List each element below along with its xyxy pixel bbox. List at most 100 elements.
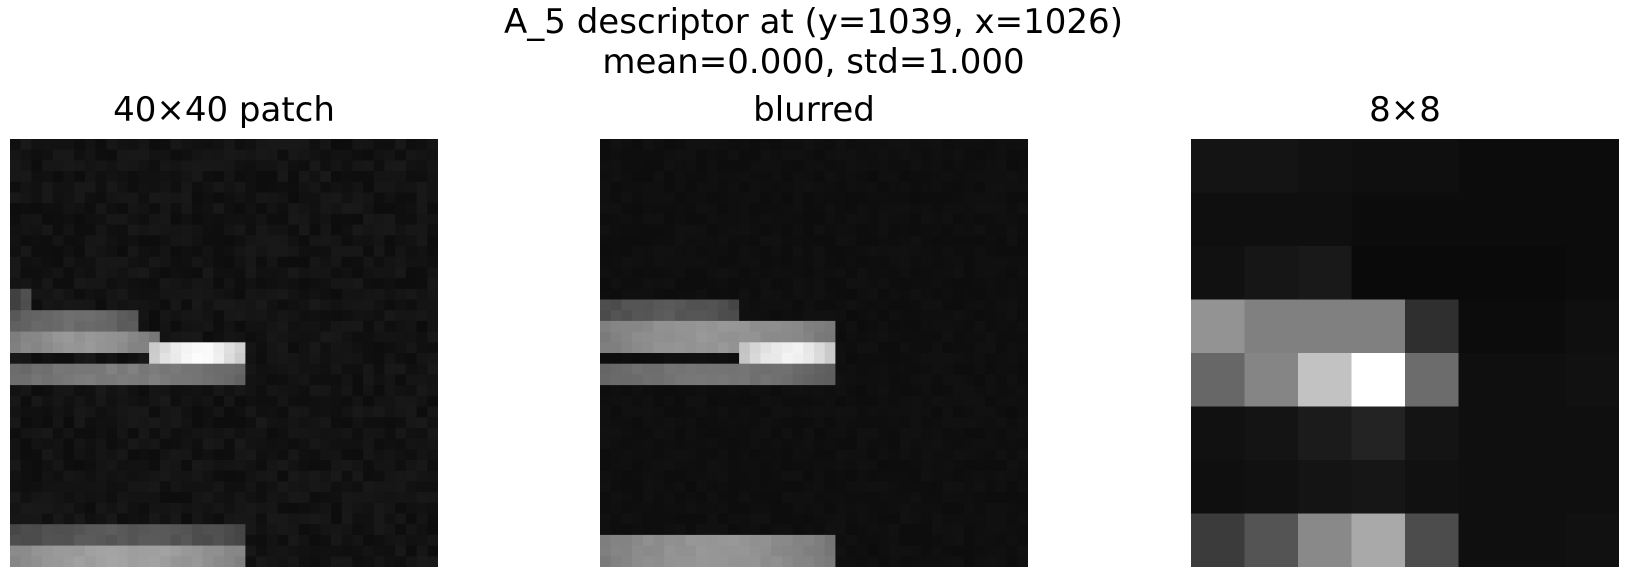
patch-cell-r21-c11	[127, 363, 139, 375]
patch-cell-r33-c36	[395, 492, 407, 504]
blurred-cell-r17-c13	[739, 320, 751, 332]
grid8-cell-r0-c2	[1298, 139, 1352, 193]
blurred-cell-r10-c14	[749, 246, 761, 258]
blurred-cell-r23-c9	[696, 385, 708, 397]
blurred-cell-r4-c24	[856, 181, 868, 193]
blurred-cell-r8-c12	[728, 224, 740, 236]
patch-cell-r0-c21	[234, 139, 246, 151]
patch-cell-r5-c23	[256, 192, 268, 204]
blurred-cell-r8-c33	[953, 224, 965, 236]
patch-cell-r24-c30	[331, 395, 343, 407]
patch-cell-r36-c29	[320, 524, 332, 536]
patch-cell-r25-c26	[288, 406, 300, 418]
grid8-cell-r2-c2	[1298, 246, 1352, 300]
blurred-cell-r19-c15	[760, 342, 772, 354]
patch-cell-r1-c17	[191, 149, 203, 161]
patch-cell-r34-c4	[52, 502, 64, 514]
blurred-cell-r28-c6	[664, 438, 676, 450]
blurred-cell-r18-c14	[749, 331, 761, 343]
patch-cell-r39-c29	[320, 556, 332, 567]
patch-cell-r9-c18	[202, 235, 214, 247]
patch-cell-r28-c31	[341, 438, 353, 450]
patch-cell-r3-c25	[277, 171, 289, 183]
patch-cell-r0-c19	[213, 139, 225, 151]
blurred-cell-r9-c11	[717, 235, 729, 247]
patch-cell-r10-c30	[331, 246, 343, 258]
patch-cell-r16-c18	[202, 310, 214, 322]
blurred-cell-r12-c34	[963, 267, 975, 279]
blurred-cell-r0-c2	[621, 139, 633, 151]
patch-cell-r33-c19	[213, 492, 225, 504]
blurred-cell-r2-c38	[1006, 160, 1018, 172]
patch-cell-r14-c4	[52, 288, 64, 300]
blurred-cell-r39-c29	[910, 556, 922, 567]
blurred-cell-r10-c16	[771, 246, 783, 258]
blurred-cell-r36-c10	[707, 524, 719, 536]
blurred-cell-r23-c37	[995, 385, 1007, 397]
patch-cell-r13-c24	[266, 278, 278, 290]
patch-cell-r38-c26	[288, 545, 300, 557]
patch-cell-r38-c15	[170, 545, 182, 557]
blurred-cell-r8-c31	[931, 224, 943, 236]
patch-cell-r2-c33	[363, 160, 375, 172]
blurred-cell-r35-c13	[739, 513, 751, 525]
patch-cell-r5-c21	[234, 192, 246, 204]
patch-cell-r35-c15	[170, 513, 182, 525]
blurred-cell-r30-c8	[685, 460, 697, 472]
blurred-cell-r25-c5	[653, 406, 665, 418]
blurred-cell-r34-c21	[824, 502, 836, 514]
patch-cell-r6-c27	[298, 203, 310, 215]
blurred-cell-r10-c36	[985, 246, 997, 258]
patch-cell-r12-c1	[20, 267, 32, 279]
blurred-cell-r11-c6	[664, 256, 676, 268]
blurred-cell-r1-c38	[1006, 149, 1018, 161]
patch-cell-r15-c3	[42, 299, 54, 311]
blurred-cell-r31-c11	[717, 470, 729, 482]
patch-cell-r35-c32	[352, 513, 364, 525]
blurred-cell-r24-c14	[749, 395, 761, 407]
blurred-cell-r13-c20	[814, 278, 826, 290]
patch-cell-r39-c3	[42, 556, 54, 567]
patch-cell-r4-c32	[352, 181, 364, 193]
patch-cell-r32-c8	[95, 481, 107, 493]
blurred-cell-r25-c21	[824, 406, 836, 418]
patch-cell-r34-c30	[331, 502, 343, 514]
patch-cell-r5-c39	[427, 192, 438, 204]
blurred-cell-r20-c13	[739, 353, 751, 365]
blurred-cell-r27-c33	[953, 427, 965, 439]
blurred-cell-r0-c25	[867, 139, 879, 151]
blurred-cell-r33-c17	[781, 492, 793, 504]
patch-cell-r32-c30	[331, 481, 343, 493]
patch-cell-r13-c5	[63, 278, 75, 290]
patch-cell-r22-c25	[277, 374, 289, 386]
grid8-cell-r6-c5	[1458, 460, 1513, 514]
patch-cell-r16-c20	[224, 310, 236, 322]
patch-cell-r1-c11	[127, 149, 139, 161]
blurred-cell-r37-c32	[942, 534, 954, 546]
patch-cell-r3-c9	[106, 171, 118, 183]
blurred-cell-r33-c31	[931, 492, 943, 504]
patch-cell-r3-c5	[63, 171, 75, 183]
patch-cell-r30-c27	[298, 460, 310, 472]
blurred-cell-r7-c36	[985, 213, 997, 225]
blurred-cell-r25-c17	[781, 406, 793, 418]
patch-cell-r2-c21	[234, 160, 246, 172]
patch-cell-r36-c32	[352, 524, 364, 536]
blurred-cell-r39-c21	[824, 556, 836, 567]
patch-cell-r34-c26	[288, 502, 300, 514]
blurred-cell-r25-c0	[600, 406, 612, 418]
blurred-cell-r6-c28	[899, 203, 911, 215]
patch-cell-r38-c2	[31, 545, 43, 557]
patch-cell-r22-c3	[42, 374, 54, 386]
grid8-cell-r5-c2	[1298, 406, 1352, 461]
patch-cell-r1-c38	[416, 149, 428, 161]
patch-cell-r20-c6	[74, 353, 86, 365]
blurred-cell-r37-c13	[739, 534, 751, 546]
patch-cell-r34-c18	[202, 502, 214, 514]
blurred-cell-r20-c18	[792, 353, 804, 365]
blurred-cell-r12-c32	[942, 267, 954, 279]
blurred-cell-r27-c4	[642, 427, 654, 439]
blurred-cell-r20-c21	[824, 353, 836, 365]
blurred-cell-r34-c39	[1017, 502, 1028, 514]
blurred-cell-r21-c1	[610, 363, 622, 375]
